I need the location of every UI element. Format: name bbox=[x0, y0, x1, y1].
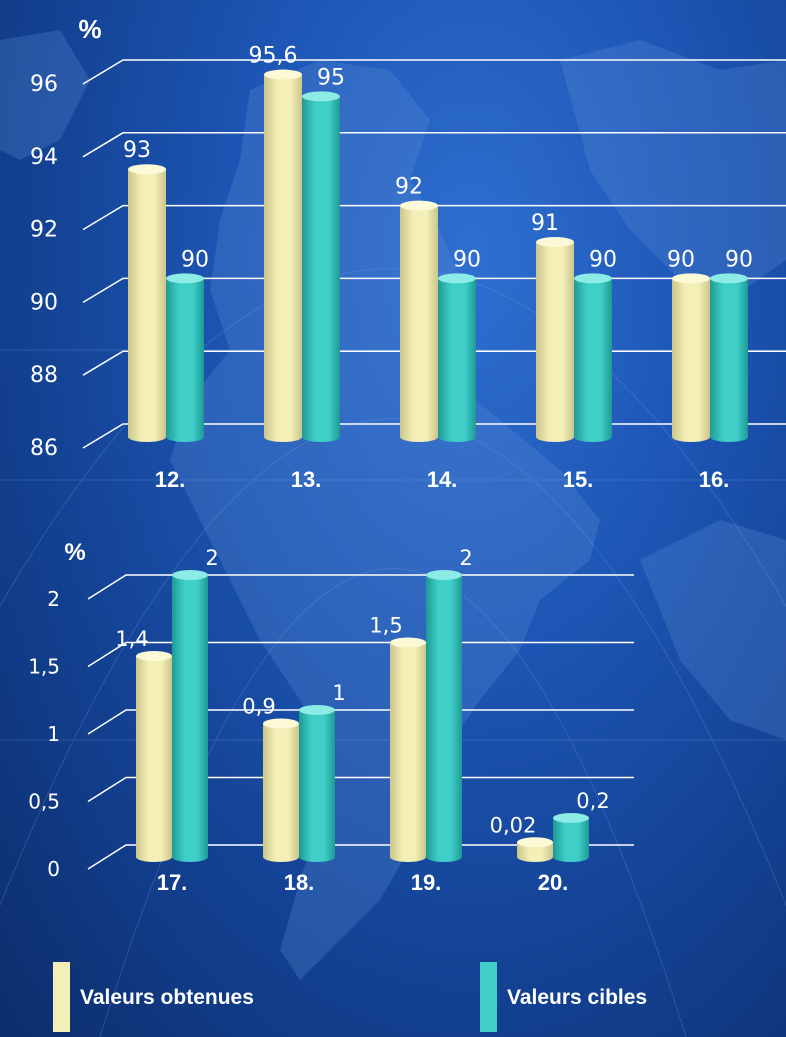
y-tick-label: 86 bbox=[30, 436, 58, 461]
gridline bbox=[82, 204, 786, 231]
bar-obtained-0 bbox=[128, 164, 166, 442]
data-label: 0,2 bbox=[576, 789, 609, 813]
data-label: 1 bbox=[332, 681, 345, 705]
chart-top: 86 88 90 92 94 96% 93 90 12. 95,6 95 13. 92 90 14. 91 90… bbox=[30, 14, 786, 492]
bar-obtained-3 bbox=[536, 237, 574, 442]
bar-target-0 bbox=[172, 570, 208, 862]
y-axis-label: % bbox=[64, 539, 85, 566]
data-label: 2 bbox=[205, 546, 218, 570]
y-axis-label: % bbox=[78, 14, 101, 44]
gridline bbox=[87, 709, 634, 735]
y-tick-label: 90 bbox=[30, 290, 58, 315]
data-label: 95 bbox=[317, 65, 345, 90]
data-label: 90 bbox=[667, 247, 695, 272]
data-label: 93 bbox=[123, 138, 151, 163]
y-tick-label: 1 bbox=[47, 722, 60, 746]
category-label: 19. bbox=[411, 870, 442, 895]
y-tick-label: 1,5 bbox=[28, 655, 60, 679]
data-label: 1,4 bbox=[115, 627, 148, 651]
bar-target-4 bbox=[710, 273, 748, 442]
category-label: 13. bbox=[291, 467, 322, 492]
category-label: 16. bbox=[699, 467, 730, 492]
category-label: 14. bbox=[427, 467, 458, 492]
legend-obtained: Valeurs obtenues bbox=[53, 960, 254, 1032]
bar-target-2 bbox=[438, 273, 476, 442]
data-label: 90 bbox=[589, 247, 617, 272]
category-label: 20. bbox=[538, 870, 569, 895]
legend-obtained-swatch bbox=[53, 962, 70, 1032]
bar-target-2 bbox=[426, 570, 462, 862]
y-tick-label: 0 bbox=[47, 857, 60, 881]
data-label: 0,9 bbox=[242, 695, 275, 719]
legend-target-label: Valeurs cibles bbox=[507, 986, 648, 1009]
y-tick-label: 2 bbox=[47, 587, 60, 611]
legend-obtained-label: Valeurs obtenues bbox=[80, 986, 254, 1009]
category-label: 15. bbox=[563, 467, 594, 492]
bar-obtained-1 bbox=[263, 718, 299, 862]
bar-target-3 bbox=[553, 813, 589, 862]
bar-obtained-4 bbox=[672, 273, 710, 442]
data-label: 92 bbox=[395, 175, 423, 200]
chart-bottom: 0 0,5 1 1,5 2% 1,4 2 17. 0,9 1 18. 1,5 2 19. 0,02 0,2 20… bbox=[28, 539, 634, 895]
gridline bbox=[87, 776, 634, 803]
bar-obtained-2 bbox=[400, 200, 438, 442]
data-label: 90 bbox=[725, 247, 753, 272]
legend-target: Valeurs cibles bbox=[480, 960, 647, 1032]
y-tick-label: 88 bbox=[30, 363, 58, 388]
bar-target-1 bbox=[302, 91, 340, 443]
data-label: 95,6 bbox=[249, 44, 298, 69]
bar-target-0 bbox=[166, 273, 204, 442]
y-tick-label: 96 bbox=[30, 72, 58, 97]
data-label: 2 bbox=[459, 546, 472, 570]
data-label: 1,5 bbox=[369, 614, 402, 638]
bar-obtained-0 bbox=[136, 651, 172, 862]
y-tick-label: 94 bbox=[30, 145, 58, 170]
gridline bbox=[82, 59, 786, 85]
bar-obtained-3 bbox=[517, 837, 553, 862]
bar-obtained-2 bbox=[390, 637, 426, 862]
bar-target-1 bbox=[299, 705, 335, 862]
gridline bbox=[87, 641, 634, 668]
category-label: 17. bbox=[157, 870, 188, 895]
y-tick-label: 0,5 bbox=[28, 790, 60, 814]
legend-target-swatch bbox=[480, 962, 497, 1032]
gridline bbox=[87, 574, 634, 600]
data-label: 90 bbox=[453, 247, 481, 272]
bar-target-3 bbox=[574, 273, 612, 442]
category-label: 18. bbox=[284, 870, 315, 895]
y-tick-label: 92 bbox=[30, 218, 58, 243]
data-label: 91 bbox=[531, 211, 559, 236]
data-label: 0,02 bbox=[490, 813, 537, 837]
gridline bbox=[87, 844, 634, 870]
gridline bbox=[82, 132, 786, 158]
bar-obtained-1 bbox=[264, 69, 302, 442]
category-label: 12. bbox=[155, 467, 186, 492]
data-label: 90 bbox=[181, 247, 209, 272]
